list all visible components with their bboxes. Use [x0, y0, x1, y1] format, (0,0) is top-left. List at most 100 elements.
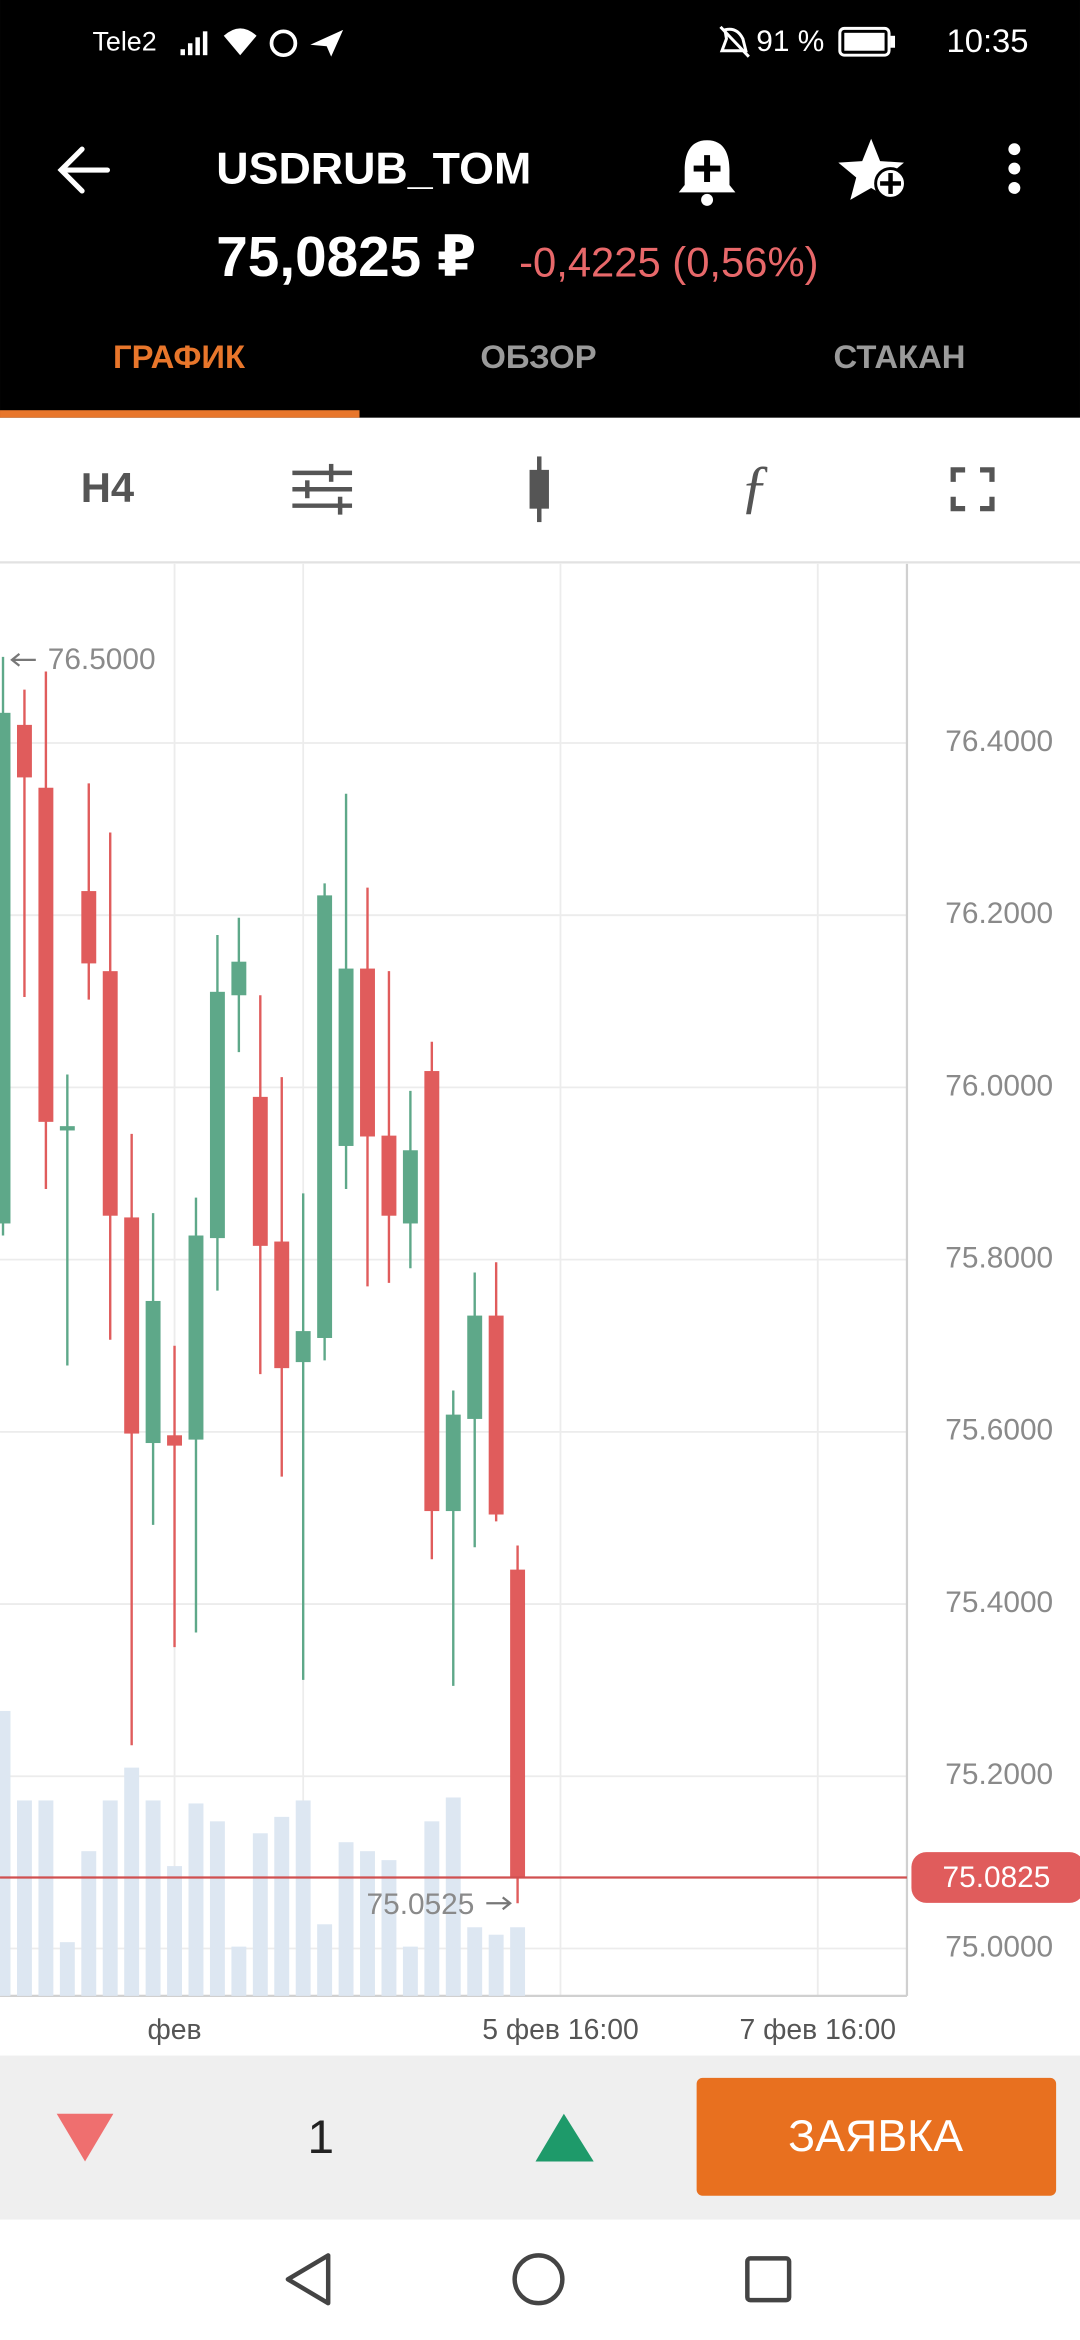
- volume-bar: [0, 1710, 11, 1996]
- decrease-button[interactable]: [56, 2113, 114, 2162]
- candle-body: [59, 1126, 75, 1131]
- instrument-title: USDRUB_TOM: [216, 143, 531, 193]
- annotation-label: 75.0525: [367, 1888, 475, 1921]
- chart-type-button[interactable]: [529, 456, 549, 523]
- y-tick-label: 76.0000: [945, 1069, 1053, 1102]
- price-change: -0,4225 (0,56%): [519, 239, 818, 286]
- candle-body: [274, 1241, 290, 1369]
- back-button[interactable]: [57, 146, 111, 194]
- volume-bar: [467, 1927, 483, 1996]
- candle-body: [38, 787, 54, 1122]
- candle-body: [295, 1331, 311, 1363]
- volume-bar: [59, 1942, 75, 1996]
- y-tick-label: 76.2000: [945, 897, 1053, 930]
- candle-body: [188, 1235, 204, 1440]
- volume-bar: [252, 1833, 268, 1996]
- volume-bar: [209, 1821, 225, 1996]
- candle-body: [231, 961, 247, 996]
- annotation-arrow-head: [10, 652, 21, 667]
- status-icons: [180, 25, 896, 58]
- quantity[interactable]: 1: [307, 2111, 334, 2164]
- candle-body: [0, 712, 11, 1224]
- tab-chart[interactable]: ГРАФИК: [113, 338, 246, 375]
- volume-bar: [360, 1851, 375, 1996]
- candle-body: [402, 1150, 418, 1224]
- volume-bar: [102, 1800, 118, 1996]
- candle-body: [145, 1300, 161, 1444]
- order-button[interactable]: [696, 2077, 1057, 2196]
- candle-body: [510, 1569, 526, 1878]
- y-tick-label: 76.4000: [945, 725, 1053, 758]
- last-price: 75,0825 ₽: [216, 226, 476, 289]
- candle-body: [209, 991, 225, 1239]
- order-button-label: ЗАЯВКА: [788, 2111, 963, 2161]
- candle-body: [381, 1135, 397, 1216]
- candle-body: [81, 891, 97, 964]
- annotation-arrow-head: [502, 1896, 512, 1911]
- chart: 75.0000 75.2000 75.4000 75.6000 75.8000 76.00…: [0, 563, 1080, 2046]
- candle-body: [16, 724, 32, 778]
- volume-bar: [167, 1866, 182, 1996]
- tab-indicator: [0, 410, 360, 418]
- menu-button[interactable]: [1008, 143, 1021, 194]
- tab-overview[interactable]: ОБЗОР: [480, 338, 596, 375]
- nav-recents[interactable]: [745, 2256, 792, 2303]
- increase-button[interactable]: [535, 2113, 594, 2162]
- volume-bar: [424, 1821, 440, 1996]
- candle-body: [445, 1414, 461, 1512]
- volume-bar: [338, 1842, 354, 1996]
- candle-body: [467, 1315, 483, 1419]
- functions-button[interactable]: ƒ: [740, 453, 770, 519]
- volume-bar: [402, 1946, 418, 1996]
- candle-body: [102, 971, 118, 1216]
- nav-bar: [0, 2219, 1080, 2340]
- nav-back[interactable]: [285, 2253, 331, 2306]
- y-tick-label: 75.4000: [945, 1586, 1053, 1619]
- volume-bar: [38, 1800, 54, 1996]
- candle-body: [338, 968, 354, 1146]
- x-tick-label: фев: [147, 2014, 201, 2046]
- alert-button[interactable]: [678, 140, 736, 206]
- candle-body: [424, 1071, 440, 1512]
- volume-bar: [81, 1851, 97, 1996]
- last-price-label: 75.0825: [943, 1861, 1051, 1894]
- volume-bar: [188, 1803, 204, 1996]
- volume-bar: [16, 1800, 32, 1996]
- volume-bar: [124, 1767, 140, 1996]
- y-tick-label: 75.0000: [945, 1930, 1053, 1963]
- clock: 10:35: [946, 22, 1028, 59]
- candle-body: [124, 1217, 140, 1434]
- x-tick-label: 5 фев 16:00: [482, 2014, 639, 2046]
- battery-level: 91 %: [756, 25, 824, 58]
- carrier: Tele2: [92, 26, 156, 56]
- volume-bar: [274, 1816, 290, 1996]
- annotation-label: 76.5000: [48, 643, 156, 676]
- volume-bar: [295, 1800, 311, 1996]
- y-tick-label: 75.8000: [945, 1242, 1053, 1275]
- tab-orderbook[interactable]: СТАКАН: [834, 338, 966, 375]
- header-background: [0, 0, 1080, 418]
- y-tick-label: 75.6000: [945, 1414, 1053, 1447]
- candle-body: [360, 968, 375, 1137]
- nav-home[interactable]: [512, 2253, 565, 2306]
- candle-body: [317, 895, 333, 1338]
- y-tick-label: 75.2000: [945, 1758, 1053, 1791]
- indicators-button[interactable]: [292, 463, 353, 515]
- x-tick-label: 7 фев 16:00: [740, 2014, 896, 2046]
- candle-body: [488, 1315, 504, 1515]
- volume-bar: [488, 1934, 504, 1996]
- volume-bar: [510, 1927, 526, 1996]
- fullscreen-button[interactable]: [950, 467, 995, 512]
- volume-bar: [145, 1800, 161, 1996]
- last-price-badge: [911, 1852, 1080, 1903]
- volume-bar: [317, 1924, 333, 1996]
- timeframe-button[interactable]: H4: [81, 464, 134, 511]
- favorite-button[interactable]: [838, 138, 907, 200]
- volume-bar: [231, 1946, 247, 1996]
- candle-body: [167, 1435, 182, 1446]
- candle-body: [252, 1096, 268, 1246]
- volume-bar: [445, 1797, 461, 1996]
